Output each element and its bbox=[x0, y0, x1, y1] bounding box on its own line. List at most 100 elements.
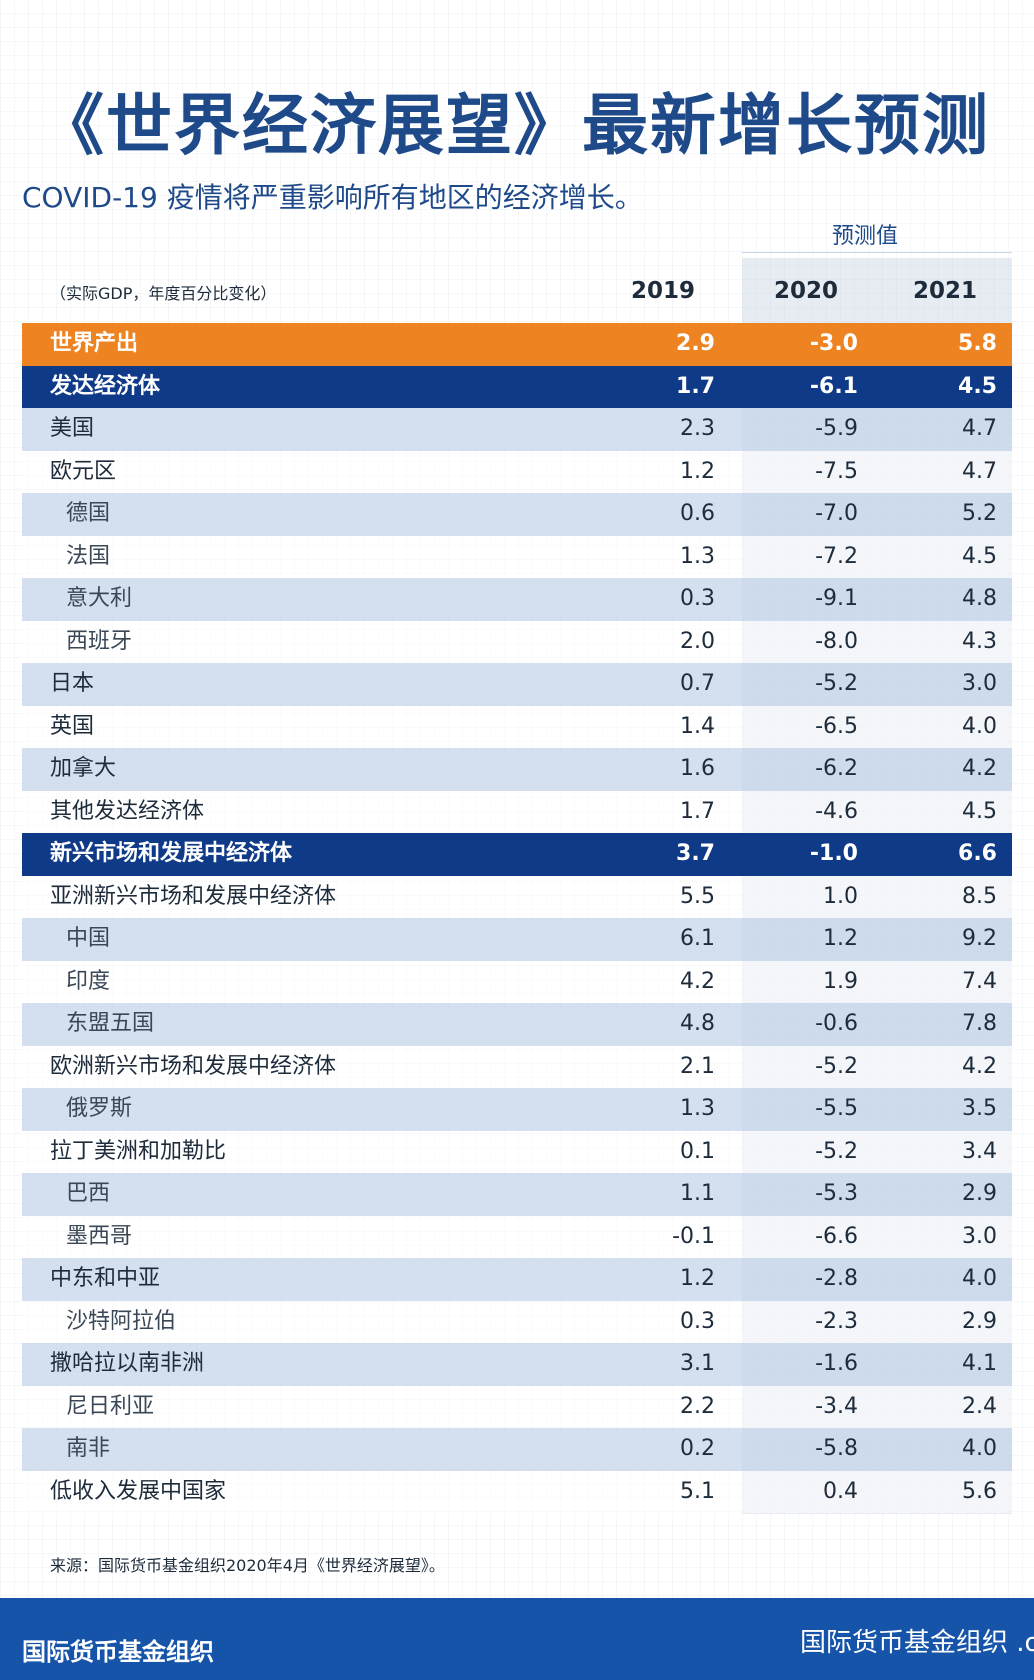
value-cell-2021: 4.5 bbox=[962, 798, 997, 824]
table-row: 印度 4.2 1.9 7.4 bbox=[22, 960, 1012, 1003]
value-cell-2021: 5.8 bbox=[958, 331, 997, 356]
value-cell-2021: 6.6 bbox=[958, 841, 997, 866]
value-cell-2021: 3.0 bbox=[962, 671, 997, 696]
value-cell-2020: -9.1 bbox=[815, 586, 858, 611]
table-row: 撒哈拉以南非洲 3.1 -1.6 4.1 bbox=[22, 1343, 1012, 1386]
value-cell-2019: 0.3 bbox=[680, 1308, 715, 1334]
value-cell-2021: 4.3 bbox=[962, 628, 997, 654]
source-note: 来源：国际货币基金组织2020年4月《世界经济展望》。 bbox=[50, 1556, 445, 1575]
value-cell-2019: 1.7 bbox=[676, 373, 715, 399]
forecast-label: 预测值 bbox=[831, 224, 898, 249]
value-cell-2021: 7.4 bbox=[962, 968, 997, 994]
value-cell-2021: 4.7 bbox=[962, 458, 997, 484]
row-label: 巴西 bbox=[66, 1181, 111, 1206]
table-row: 东盟五国 4.8 -0.6 7.8 bbox=[22, 1003, 1012, 1046]
value-cell-2019: 1.2 bbox=[680, 458, 715, 484]
row-label: 墨西哥 bbox=[66, 1223, 133, 1249]
value-cell-2019: 1.3 bbox=[680, 1096, 715, 1121]
table-row: 南非 0.2 -5.8 4.0 bbox=[22, 1428, 1012, 1471]
table-row: 日本 0.7 -5.2 3.0 bbox=[22, 663, 1012, 706]
growth-table: 世界产出 2.9 -3.0 5.8 发达经济体 1.7 -6.1 4.5 美国 2.3 -5.9 4.… bbox=[22, 323, 1012, 1513]
value-cell-2020: -5.3 bbox=[815, 1181, 858, 1206]
value-cell-2020: -8.0 bbox=[815, 628, 858, 654]
table-row: 欧洲新兴市场和发展中经济体 2.1 -5.2 4.2 bbox=[22, 1045, 1012, 1088]
value-cell-2020: -5.9 bbox=[815, 416, 858, 441]
value-cell-2019: 1.6 bbox=[680, 756, 715, 781]
row-label: 南非 bbox=[66, 1436, 111, 1461]
row-label: 意大利 bbox=[66, 586, 133, 611]
value-cell-2019: 3.7 bbox=[676, 841, 715, 866]
value-cell-2020: -5.2 bbox=[815, 671, 858, 696]
value-cell-2021: 2.9 bbox=[962, 1308, 997, 1334]
table-row: 新兴市场和发展中经济体 3.7 -1.0 6.6 bbox=[22, 833, 1012, 876]
row-label: 法国 bbox=[66, 543, 111, 569]
value-cell-2019: 1.4 bbox=[680, 713, 715, 739]
value-cell-2021: 4.0 bbox=[962, 1266, 997, 1291]
value-cell-2019: 6.1 bbox=[680, 926, 715, 951]
table-row: 世界产出 2.9 -3.0 5.8 bbox=[22, 323, 1012, 366]
value-cell-2020: -5.8 bbox=[815, 1436, 858, 1461]
row-label: 发达经济体 bbox=[50, 373, 161, 399]
row-label: 中东和中亚 bbox=[50, 1266, 161, 1291]
value-cell-2021: 4.1 bbox=[962, 1351, 997, 1376]
value-cell-2021: 3.0 bbox=[962, 1223, 997, 1249]
value-cell-2021: 4.8 bbox=[962, 586, 997, 611]
row-label: 尼日利亚 bbox=[66, 1393, 155, 1419]
units-label: （实际GDP，年度百分比变化） bbox=[50, 284, 277, 303]
row-label: 拉丁美洲和加勒比 bbox=[50, 1138, 227, 1164]
value-cell-2020: -5.2 bbox=[815, 1138, 858, 1164]
value-cell-2019: 0.6 bbox=[680, 501, 715, 526]
row-label: 加拿大 bbox=[50, 756, 117, 781]
table-row: 西班牙 2.0 -8.0 4.3 bbox=[22, 620, 1012, 663]
value-cell-2019: 1.1 bbox=[680, 1181, 715, 1206]
value-cell-2020: -5.5 bbox=[815, 1096, 858, 1121]
table-row: 意大利 0.3 -9.1 4.8 bbox=[22, 578, 1012, 621]
value-cell-2020: 1.9 bbox=[823, 968, 858, 994]
value-cell-2021: 5.2 bbox=[962, 501, 997, 526]
value-cell-2019: 0.1 bbox=[680, 1138, 715, 1164]
table-row: 发达经济体 1.7 -6.1 4.5 bbox=[22, 365, 1012, 408]
table-row: 拉丁美洲和加勒比 0.1 -5.2 3.4 bbox=[22, 1130, 1012, 1173]
table-row: 加拿大 1.6 -6.2 4.2 bbox=[22, 748, 1012, 791]
value-cell-2020: -3.4 bbox=[815, 1393, 858, 1419]
row-label: 德国 bbox=[66, 501, 111, 526]
row-label: 印度 bbox=[66, 968, 111, 994]
value-cell-2019: 0.3 bbox=[680, 586, 715, 611]
value-cell-2019: 2.0 bbox=[680, 628, 715, 654]
table-row: 尼日利亚 2.2 -3.4 2.4 bbox=[22, 1385, 1012, 1428]
row-label: 世界产出 bbox=[50, 331, 139, 356]
value-cell-2021: 4.7 bbox=[962, 416, 997, 441]
value-cell-2019: 5.1 bbox=[680, 1478, 715, 1504]
footer-bar bbox=[0, 1598, 1034, 1680]
value-cell-2020: -6.2 bbox=[815, 756, 858, 781]
value-cell-2020: 1.0 bbox=[823, 883, 858, 909]
value-cell-2020: -2.8 bbox=[815, 1266, 858, 1291]
value-cell-2020: -7.5 bbox=[815, 458, 858, 484]
value-cell-2021: 5.6 bbox=[962, 1478, 997, 1504]
value-cell-2020: -6.6 bbox=[815, 1223, 858, 1249]
value-cell-2021: 4.0 bbox=[962, 713, 997, 739]
column-header-2020: 2020 bbox=[773, 278, 838, 304]
row-label: 撒哈拉以南非洲 bbox=[50, 1351, 205, 1376]
value-cell-2021: 4.5 bbox=[958, 373, 997, 399]
value-cell-2019: 2.1 bbox=[680, 1053, 715, 1079]
table-row: 中国 6.1 1.2 9.2 bbox=[22, 918, 1012, 961]
value-cell-2019: -0.1 bbox=[672, 1223, 715, 1249]
table-row: 其他发达经济体 1.7 -4.6 4.5 bbox=[22, 790, 1012, 833]
value-cell-2019: 2.3 bbox=[680, 416, 715, 441]
row-label: 英国 bbox=[50, 713, 95, 739]
value-cell-2019: 4.2 bbox=[680, 968, 715, 994]
value-cell-2021: 9.2 bbox=[962, 926, 997, 951]
value-cell-2019: 0.2 bbox=[680, 1436, 715, 1461]
row-label: 新兴市场和发展中经济体 bbox=[50, 841, 293, 866]
value-cell-2019: 1.7 bbox=[680, 798, 715, 824]
column-header-2019: 2019 bbox=[630, 278, 695, 304]
value-cell-2019: 5.5 bbox=[680, 883, 715, 909]
table-row: 欧元区 1.2 -7.5 4.7 bbox=[22, 450, 1012, 493]
value-cell-2021: 4.2 bbox=[962, 756, 997, 781]
value-cell-2021: 8.5 bbox=[962, 883, 997, 909]
value-cell-2021: 4.5 bbox=[962, 543, 997, 569]
value-cell-2020: -1.6 bbox=[815, 1351, 858, 1376]
table-row: 亚洲新兴市场和发展中经济体 5.5 1.0 8.5 bbox=[22, 875, 1012, 918]
value-cell-2020: -5.2 bbox=[815, 1053, 858, 1079]
